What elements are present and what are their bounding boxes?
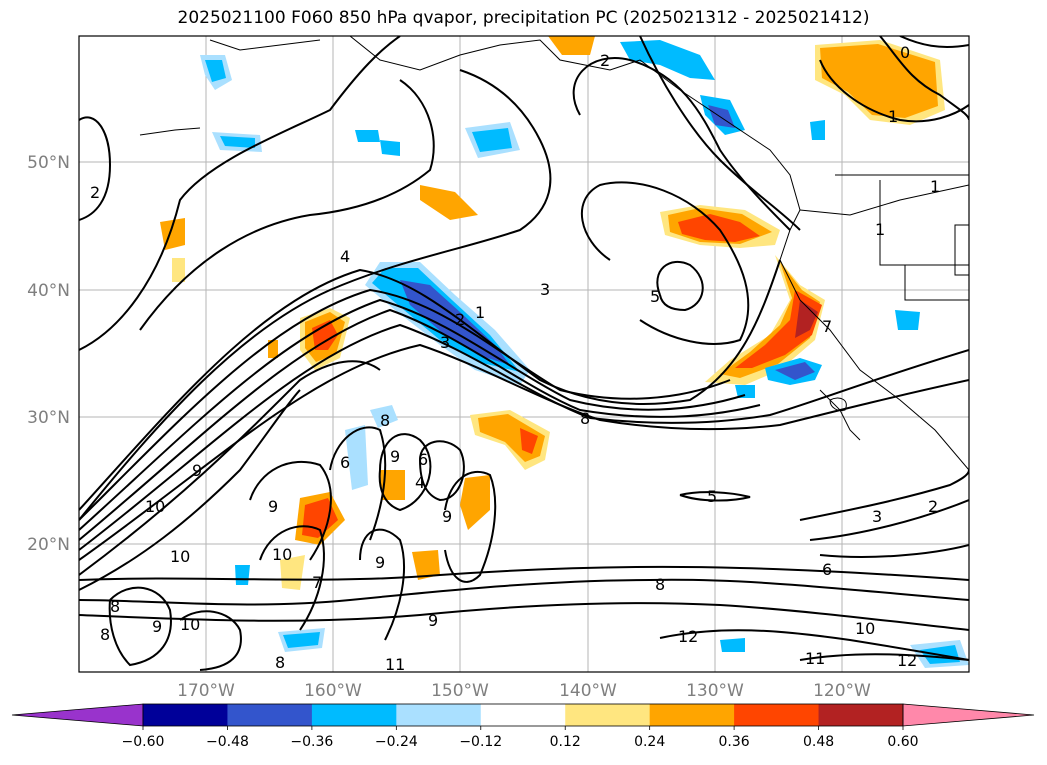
contour-label: 9 [375, 553, 385, 572]
contour-label: 9 [442, 507, 452, 526]
colorbar-tick-label: −0.24 [375, 734, 418, 750]
contour-label: 10 [180, 615, 200, 634]
lon-label: 120°W [813, 681, 871, 701]
colorbar-segment [227, 704, 313, 726]
longitude-labels: 170°W 160°W 150°W 140°W 130°W 120°W [177, 681, 871, 701]
contour-label: 1 [475, 303, 485, 322]
colorbar-segment [565, 704, 651, 726]
contour-label: 2 [600, 51, 610, 70]
contour-label: 6 [340, 453, 350, 472]
contour-label: 9 [152, 617, 162, 636]
colorbar-segment [396, 704, 482, 726]
colorbar-segment [143, 704, 228, 726]
contour-label: 8 [380, 411, 390, 430]
colorbar-segment [818, 704, 904, 726]
lat-label: 40°N [27, 281, 70, 301]
colorbar-tick-label: 0.48 [803, 734, 834, 750]
contour-label: 8 [110, 597, 120, 616]
colorbar-tick-label: −0.12 [459, 734, 502, 750]
lon-label: 170°W [177, 681, 235, 701]
colorbar-segment [649, 704, 735, 726]
contour-label: 3 [872, 507, 882, 526]
contour-label: 6 [418, 450, 428, 469]
contour-label: 6 [822, 560, 832, 579]
contour-label: 10 [170, 547, 190, 566]
colorbar-segment [311, 704, 397, 726]
colorbar [11, 703, 1035, 727]
colorbar-segment [902, 703, 1035, 727]
colorbar-tick-label: 0.36 [719, 734, 750, 750]
contour-label: 10 [145, 497, 165, 516]
contour-label: 4 [340, 247, 350, 266]
contour-label: 12 [897, 651, 917, 670]
colorbar-frame [142, 703, 904, 727]
contour-label: 4 [415, 473, 425, 492]
contour-label: 1 [930, 177, 940, 196]
latitude-labels: 50°N 40°N 30°N 20°N [27, 153, 70, 555]
colorbar-ticks: −0.60 −0.48 −0.36 −0.24 −0.12 0.12 0.24 0.36 0.4… [122, 726, 919, 750]
contour-label: 8 [275, 653, 285, 672]
contour-label: 12 [678, 627, 698, 646]
lat-label: 50°N [27, 153, 70, 173]
contour-label: 0 [900, 43, 910, 62]
contours [79, 36, 969, 671]
contour-label: 11 [805, 649, 825, 668]
contour-label: 8 [580, 409, 590, 428]
colorbar-tick-label: 0.12 [550, 734, 581, 750]
contour-label: 7 [822, 317, 832, 336]
lat-label: 20°N [27, 535, 70, 555]
lon-label: 140°W [559, 681, 617, 701]
contour-label: 7 [312, 573, 322, 592]
lat-label: 30°N [27, 408, 70, 428]
contour-label: 3 [440, 333, 450, 352]
contour-label: 1 [888, 107, 898, 126]
colorbar-tick-label: 0.60 [887, 734, 918, 750]
colorbar-tick-label: 0.24 [634, 734, 665, 750]
contour-label: 1 [875, 220, 885, 239]
colorbar-segment [480, 704, 566, 726]
coastlines [139, 36, 969, 471]
contour-label: 8 [100, 625, 110, 644]
contour-labels: 0 1 2 2 1 1 4 3 5 2 1 3 7 8 8 9 10 10 9 … [90, 43, 940, 674]
contour-label: 3 [540, 280, 550, 299]
colorbar-segment [734, 704, 820, 726]
contour-label: 2 [90, 183, 100, 202]
contour-label: 9 [268, 497, 278, 516]
colorbar-segment [11, 703, 144, 727]
lon-label: 130°W [686, 681, 744, 701]
map-title: 2025021100 F060 850 hPa qvapor, precipit… [177, 8, 870, 28]
lon-label: 150°W [431, 681, 489, 701]
contour-label: 5 [650, 287, 660, 306]
contour-label: 10 [855, 619, 875, 638]
contour-label: 9 [428, 611, 438, 630]
colorbar-tick-label: −0.60 [122, 734, 165, 750]
contour-label: 5 [707, 487, 717, 506]
contour-label: 2 [455, 310, 465, 329]
graticule [79, 36, 969, 672]
map-frame [78, 35, 970, 673]
contour-label: 10 [272, 545, 292, 564]
contour-label: 2 [928, 497, 938, 516]
colorbar-tick-label: −0.48 [206, 734, 249, 750]
contour-label: 8 [655, 575, 665, 594]
colorbar-tick-label: −0.36 [290, 734, 333, 750]
map-plot-area: 0 1 2 2 1 1 4 3 5 2 1 3 7 8 8 9 10 10 9 … [79, 36, 969, 674]
contour-label: 9 [390, 447, 400, 466]
contour-label: 9 [192, 461, 202, 480]
contour-label: 11 [385, 655, 405, 674]
lon-label: 160°W [304, 681, 362, 701]
